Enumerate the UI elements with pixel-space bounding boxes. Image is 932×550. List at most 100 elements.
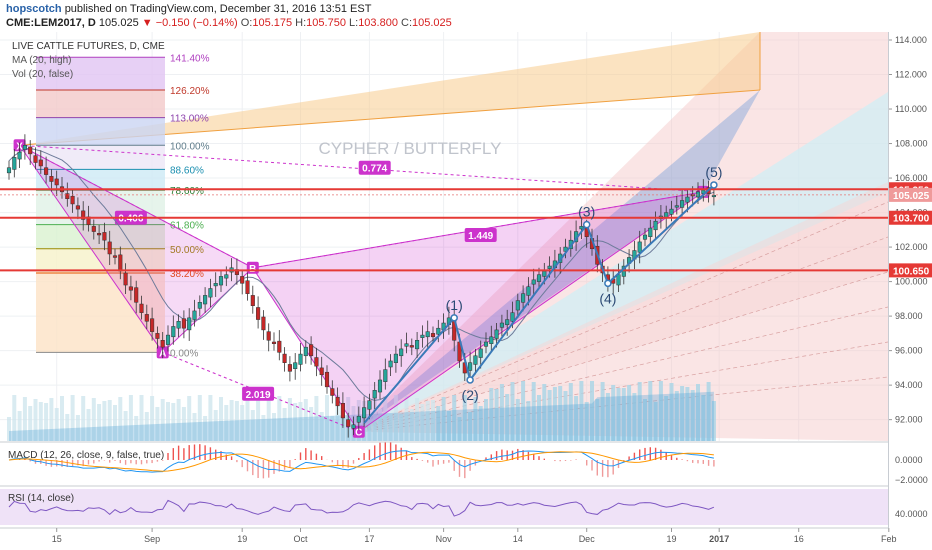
volume-bar [436,406,441,441]
volume-bar [240,405,245,441]
candle-body [685,196,690,203]
volume-bar [12,395,17,441]
candle-body [319,367,324,376]
fan-orange [19,32,761,146]
candle-body [107,241,112,255]
candle-body [187,317,192,331]
candle-body [22,145,27,150]
wave-path [363,184,715,424]
volume-bar [653,402,658,441]
candle-body [224,274,229,279]
volume-bar [219,397,223,441]
volume-bar [17,411,22,441]
high-label: H: [295,17,307,29]
macd-pane[interactable]: MACD (12, 26, close, 9, false, true) [0,441,888,485]
volume-bar [415,398,420,441]
candle-body [97,233,102,236]
volume-bar [701,395,706,441]
price-tick-label: 112.000 [895,70,927,80]
candle-body [399,348,404,357]
horizontal-levels[interactable] [0,188,888,272]
volume-bar [669,383,674,441]
low-label: L: [349,17,359,29]
wave-point [450,314,458,322]
price-tick-label: 106.000 [895,173,928,183]
open-value: 105.175 [252,17,293,29]
volume-bar [590,381,594,441]
volume-bar [256,395,261,441]
volume-bar [468,412,473,441]
candle-body [208,288,213,298]
volume-bar [97,404,102,441]
price-tick-label: 92.000 [895,415,923,425]
volume-bar [621,388,626,441]
candle-body [377,379,383,393]
symbol-label[interactable]: CME:LEM2017, D [6,17,96,29]
volume-bar [319,412,324,441]
volume-bar [643,399,647,441]
volume-bar [452,395,457,441]
candle-body [176,321,181,329]
fibonacci-retracement[interactable]: 141.40% 126.20% 113.00% 100.00% 88.60% 78.60%… [36,53,210,359]
candle-body [197,302,202,309]
volume-bar [282,408,287,441]
candle-body [653,220,658,231]
author-link[interactable]: hopscotch [6,3,62,15]
volume-bar [44,403,49,441]
candle-body [287,364,292,372]
volume-bar [367,404,372,441]
candle-body [171,326,176,338]
volume-bar [605,393,610,441]
fib-level-label: 0.00% [170,348,198,359]
main-pane[interactable]: 141.40% 126.20% 113.00% 100.00% 88.60% 78.60%… [0,32,889,441]
volume-bar [118,397,123,441]
rsi-pane[interactable]: RSI (14, close) [0,487,888,527]
rsi-content [8,499,715,517]
candle-body [542,270,547,277]
volume-bar [388,414,393,441]
price-axis-background [889,32,932,528]
fib-band [36,90,165,118]
candle-body [160,340,165,348]
volume-bar [155,407,160,441]
candle-body [303,346,308,357]
candle-body [505,319,510,325]
volume-bar [192,413,197,441]
candle-body [483,341,489,347]
volume-bar [558,386,563,441]
wave-label: (3) [578,204,595,220]
volume-bar [293,403,298,441]
level-price-box [889,263,932,278]
volume-bar [526,401,531,441]
volume-bar [494,389,499,441]
candle-body [510,312,515,322]
elliott-waves[interactable]: (1) (2) (3) (4) (5) [363,164,722,424]
moving-average-line [8,147,715,401]
fib-level-label: 78.60% [170,186,204,197]
macd-tick-label: −2.0000 [895,475,928,485]
price-axis[interactable]: 114.000112.000110.000108.000106.000104.0… [888,32,932,528]
candle-body [49,176,54,182]
price-chart[interactable]: 141.40% 126.20% 113.00% 100.00% 88.60% 78.60%… [0,32,932,550]
fib-level-label: 61.80% [170,221,204,232]
volume-bar [272,413,276,441]
candle-body [150,318,155,332]
level-price-label: 103.700 [893,214,930,225]
time-tick-label: 16 [794,534,804,544]
pattern-ratio-label: 0.406 [118,214,143,225]
candle-body [521,293,526,303]
candle-body [531,279,536,285]
candle-body [256,307,261,320]
level-price-box [889,210,932,225]
price-tick-label: 94.000 [895,380,923,390]
volume-bar [134,416,139,441]
pattern-ratio-label: 1.449 [468,231,493,242]
candle-body [6,167,12,174]
volume-bar [473,397,478,441]
time-axis[interactable]: 15 Sep 19 Oct 17 Nov 14 Dec 19 2017 16 Feb [52,528,897,544]
volume-bar [81,396,86,441]
volume-bar [33,399,38,441]
volume-bar [86,409,91,441]
volume-bar [484,399,488,441]
